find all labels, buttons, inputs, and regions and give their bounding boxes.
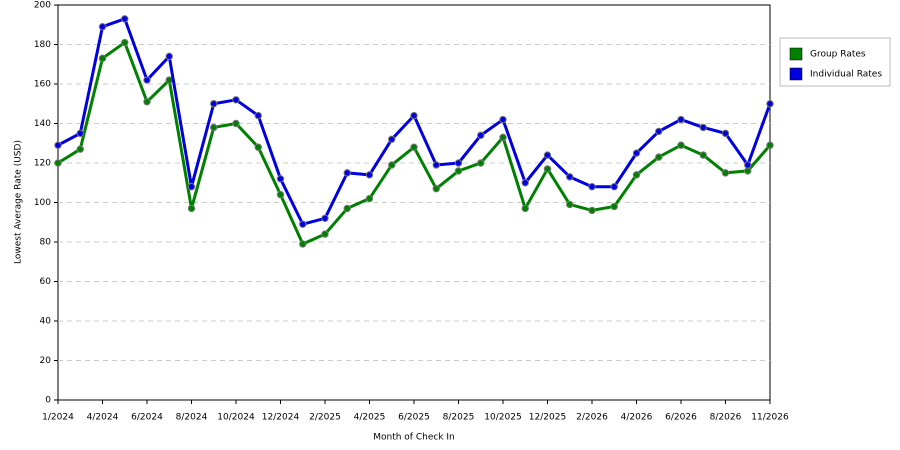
data-point	[98, 23, 107, 31]
data-point	[477, 159, 485, 167]
x-tick-label: 8/2024	[176, 413, 208, 423]
data-point	[677, 115, 685, 124]
data-point	[766, 141, 774, 149]
data-point	[521, 204, 529, 213]
data-point	[632, 171, 641, 179]
y-tick-label: 140	[34, 119, 51, 129]
legend-label: Group Rates	[810, 50, 866, 60]
data-point	[121, 15, 129, 23]
x-tick-label: 12/2025	[529, 413, 566, 423]
data-point	[165, 52, 173, 61]
data-point	[187, 204, 196, 213]
legend-swatch	[789, 47, 803, 61]
x-tick-label: 6/2026	[665, 413, 697, 423]
data-point	[76, 129, 84, 138]
x-tick-label: 4/2025	[354, 413, 386, 423]
data-point	[721, 169, 730, 177]
data-point	[410, 143, 418, 151]
data-point	[566, 173, 574, 181]
x-tick-label: 1/2024	[42, 413, 74, 423]
data-point	[454, 159, 463, 167]
x-tick-label: 6/2025	[398, 413, 430, 423]
x-tick-label: 4/2026	[621, 413, 653, 423]
data-point	[699, 151, 707, 159]
data-point	[499, 115, 507, 124]
y-tick-label: 180	[34, 40, 51, 50]
y-tick-label: 100	[34, 198, 51, 208]
data-point	[655, 127, 663, 136]
x-tick-label: 8/2026	[710, 413, 742, 423]
data-point	[432, 161, 440, 169]
data-point	[143, 76, 151, 84]
y-axis-label: Lowest Average Rate (USD)	[14, 140, 24, 264]
legend-label: Individual Rates	[810, 70, 882, 80]
data-point	[299, 220, 307, 228]
data-point	[121, 38, 129, 47]
data-point	[276, 175, 285, 183]
data-point	[610, 183, 618, 191]
legend-swatch	[789, 67, 803, 81]
x-tick-label: 8/2025	[443, 413, 475, 423]
data-point	[632, 149, 641, 157]
y-tick-label: 160	[34, 80, 51, 90]
data-point	[566, 200, 574, 209]
y-tick-label: 20	[40, 356, 52, 366]
data-point	[54, 141, 62, 149]
y-tick-label: 0	[45, 396, 51, 406]
data-point	[744, 161, 752, 169]
x-tick-label: 6/2024	[131, 413, 163, 423]
data-point	[254, 111, 262, 120]
data-point	[388, 161, 396, 169]
data-point	[343, 204, 351, 213]
y-tick-label: 80	[40, 238, 52, 248]
data-point	[766, 100, 774, 108]
data-point	[299, 240, 307, 248]
data-point	[610, 202, 618, 211]
data-point	[588, 183, 596, 191]
y-tick-label: 60	[40, 277, 52, 287]
data-point	[54, 159, 62, 167]
data-point	[276, 190, 285, 199]
data-point	[143, 98, 151, 106]
data-point	[232, 119, 240, 128]
data-point	[343, 169, 351, 177]
data-point	[521, 179, 529, 187]
data-point	[232, 96, 240, 104]
data-point	[454, 167, 463, 175]
data-point	[210, 100, 218, 108]
x-tick-label: 4/2024	[87, 413, 119, 423]
data-point	[321, 214, 329, 223]
data-point	[543, 165, 552, 173]
data-point	[210, 123, 218, 132]
data-point	[543, 151, 552, 159]
x-tick-label: 10/2025	[484, 413, 521, 423]
x-tick-label: 11/2026	[751, 413, 789, 423]
data-point	[721, 129, 730, 138]
data-point	[187, 183, 196, 191]
x-tick-label: 12/2024	[262, 413, 300, 423]
data-point	[365, 171, 374, 179]
x-tick-label: 2/2026	[576, 413, 608, 423]
data-point	[677, 141, 685, 149]
x-axis-label: Month of Check In	[373, 433, 455, 443]
data-point	[365, 194, 374, 203]
data-point	[499, 133, 507, 142]
x-tick-label: 10/2024	[217, 413, 255, 423]
y-tick-label: 120	[34, 159, 51, 169]
data-point	[254, 143, 262, 151]
data-point	[432, 184, 440, 193]
data-point	[76, 145, 84, 153]
y-tick-label: 40	[40, 317, 52, 327]
x-tick-label: 2/2025	[309, 413, 341, 423]
data-point	[477, 131, 485, 140]
data-point	[410, 111, 418, 120]
data-point	[98, 54, 107, 63]
data-point	[588, 206, 596, 215]
data-point	[388, 135, 396, 144]
data-point	[321, 230, 329, 238]
data-point	[655, 153, 663, 161]
y-tick-label: 200	[34, 1, 51, 11]
data-point	[699, 123, 707, 132]
